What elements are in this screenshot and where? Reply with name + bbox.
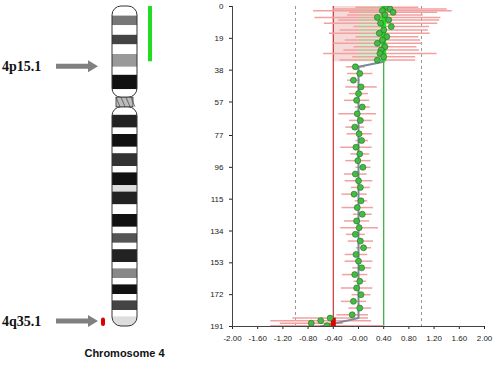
svg-text:0.40: 0.40	[376, 334, 392, 343]
svg-text:-1.20: -1.20	[274, 334, 293, 343]
svg-text:38: 38	[215, 66, 224, 75]
svg-text:-0.00: -0.00	[349, 334, 368, 343]
svg-text:-2.00: -2.00	[223, 334, 242, 343]
svg-text:2.00: 2.00	[477, 334, 493, 343]
svg-text:19: 19	[215, 34, 224, 43]
svg-text:4q35.1: 4q35.1	[2, 314, 41, 329]
svg-text:1.20: 1.20	[426, 334, 442, 343]
svg-text:4p15.1: 4p15.1	[2, 59, 41, 74]
svg-text:Chromosome 4: Chromosome 4	[84, 347, 165, 359]
svg-text:-0.40: -0.40	[324, 334, 343, 343]
svg-text:0: 0	[219, 2, 224, 11]
svg-text:96: 96	[215, 163, 224, 172]
svg-text:1.60: 1.60	[452, 334, 468, 343]
svg-text:-1.60: -1.60	[249, 334, 268, 343]
svg-text:77: 77	[215, 131, 224, 140]
svg-text:191: 191	[210, 322, 224, 331]
svg-text:0.80: 0.80	[401, 334, 417, 343]
svg-text:134: 134	[210, 227, 224, 236]
svg-text:172: 172	[210, 290, 224, 299]
svg-text:153: 153	[210, 258, 224, 267]
svg-text:115: 115	[211, 195, 224, 204]
svg-text:-0.80: -0.80	[299, 334, 318, 343]
svg-text:57: 57	[215, 98, 224, 107]
